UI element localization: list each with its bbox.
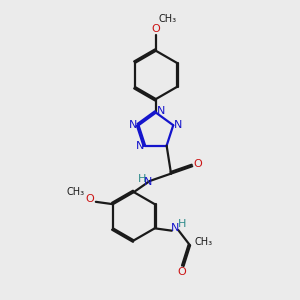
Text: O: O xyxy=(194,159,203,169)
Text: CH₃: CH₃ xyxy=(194,238,212,248)
Text: N: N xyxy=(136,141,144,151)
Text: N: N xyxy=(174,120,183,130)
Text: N: N xyxy=(144,177,153,188)
Text: N: N xyxy=(129,120,137,130)
Text: H: H xyxy=(137,174,146,184)
Text: O: O xyxy=(85,194,94,205)
Text: N: N xyxy=(157,106,165,116)
Text: CH₃: CH₃ xyxy=(158,14,176,24)
Text: N: N xyxy=(171,223,179,233)
Text: O: O xyxy=(178,267,187,277)
Text: O: O xyxy=(152,24,160,34)
Text: CH₃: CH₃ xyxy=(66,188,84,197)
Text: H: H xyxy=(178,219,186,229)
